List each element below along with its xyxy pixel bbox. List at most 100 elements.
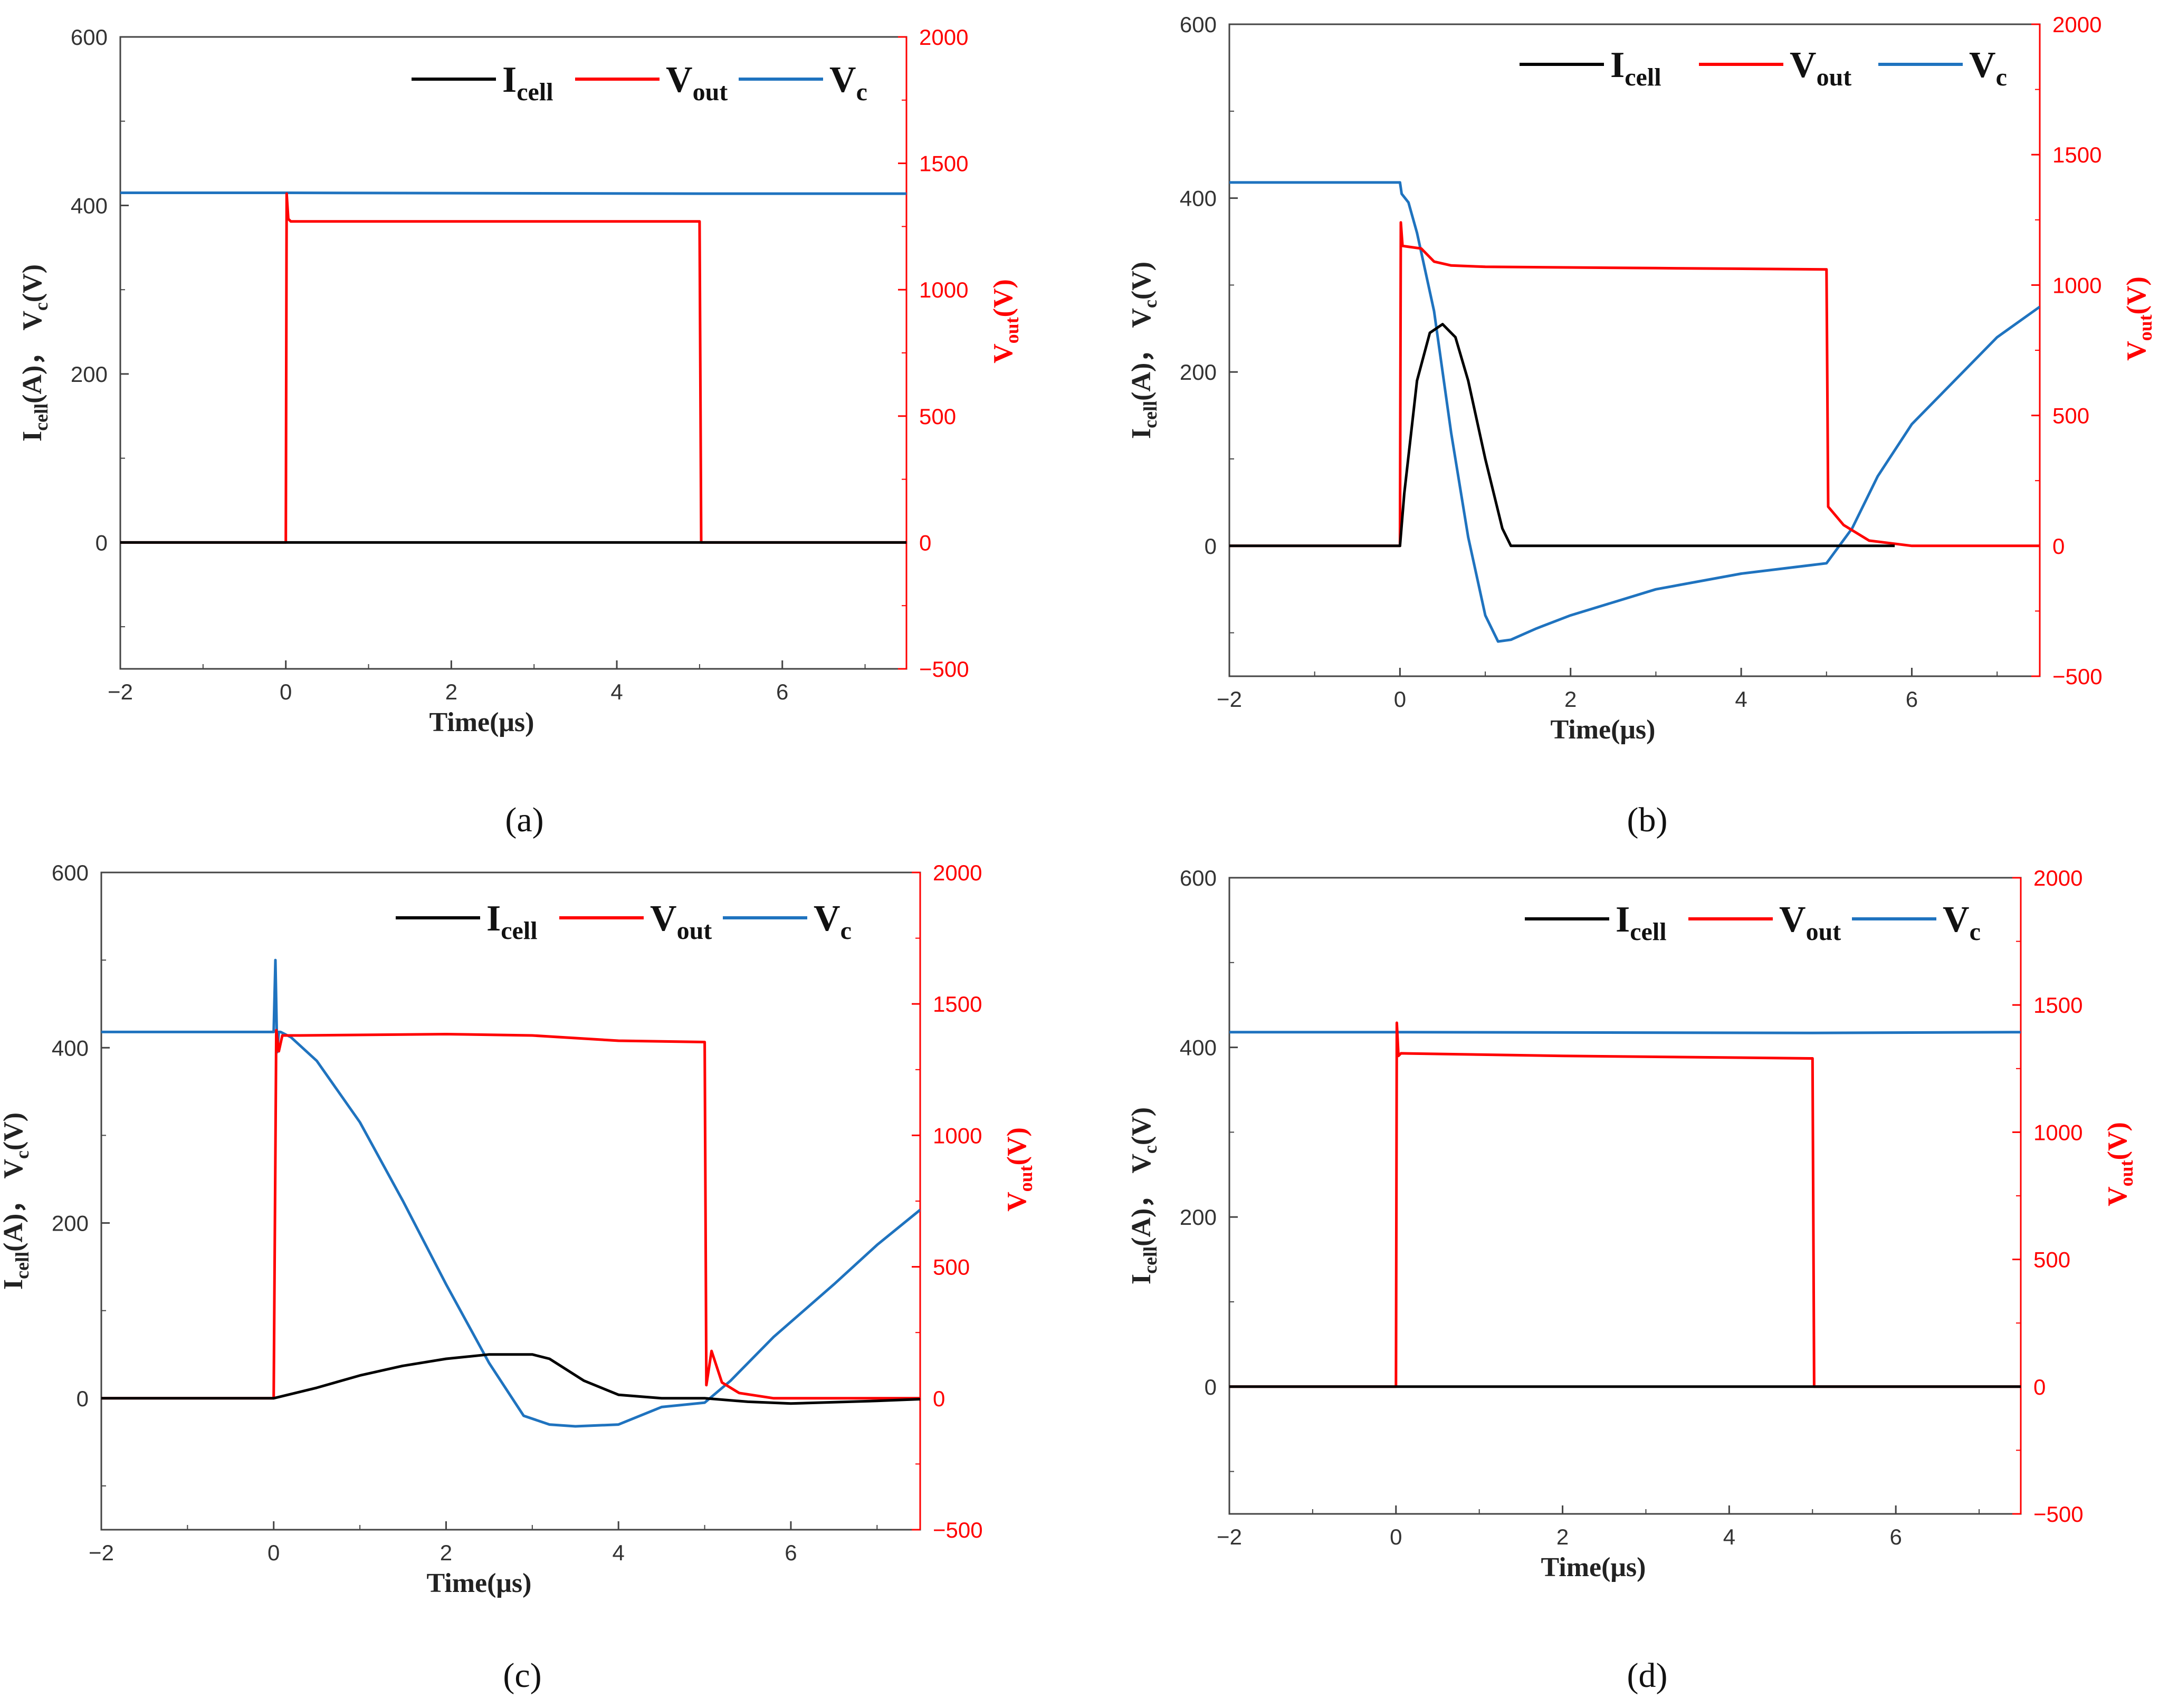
y-right-tick-label: 1500 <box>919 151 968 176</box>
x-axis-title: Time(μs) <box>429 707 534 737</box>
series-line-vout <box>1229 1021 2021 1388</box>
legend-label-vout: Vout <box>1790 45 1851 91</box>
x-tick-label: 0 <box>268 1540 280 1565</box>
y-right-tick-label: −500 <box>2033 1502 2084 1527</box>
x-tick-label: −2 <box>89 1540 114 1565</box>
y-left-tick-label: 200 <box>52 1211 89 1236</box>
y-left-axis-title: Icell(A)，Vc(V) <box>1126 1107 1161 1284</box>
legend-label-icell: Icell <box>486 898 538 945</box>
legend-label-icell: Icell <box>1616 899 1667 946</box>
y-right-tick-label: 0 <box>919 530 931 555</box>
legend: Icell Vout Vc <box>1525 899 1981 946</box>
legend-label-icell: Icell <box>502 60 553 106</box>
legend-label-vout: Vout <box>666 60 728 106</box>
x-tick-label: 4 <box>1723 1524 1735 1549</box>
y-right-tick-label: 1500 <box>2052 142 2101 167</box>
y-left-tick-label: 200 <box>1180 1205 1217 1230</box>
x-tick-label: 6 <box>785 1540 797 1565</box>
chart-panel-c: −2 0 2 4 6 0 200 400 600 −500 0 500 1000 1500 2000 Time… <box>0 860 1036 1695</box>
y-right-tick-label: 0 <box>2033 1375 2046 1399</box>
legend: Icell Vout Vc <box>1520 45 2007 91</box>
y-right-tick-label: 1000 <box>919 277 968 302</box>
x-tick-label: 2 <box>445 679 457 704</box>
y-left-tick-label: 600 <box>1180 866 1217 890</box>
series-line-vc <box>1229 1031 2021 1034</box>
x-tick-label: 2 <box>1556 1524 1569 1549</box>
legend-label-vc: Vc <box>814 898 852 945</box>
legend: Icell Vout Vc <box>396 898 852 945</box>
x-tick-label: 6 <box>1889 1524 1902 1549</box>
x-tick-label: 0 <box>1394 687 1406 712</box>
y-left-tick-label: 200 <box>1180 360 1217 385</box>
x-tick-label: 0 <box>1390 1524 1402 1549</box>
x-tick-label: 0 <box>280 679 292 704</box>
x-tick-label: −2 <box>1217 687 1242 712</box>
legend-label-vc: Vc <box>829 60 867 106</box>
x-axis-title: Time(μs) <box>1541 1552 1646 1582</box>
legend: Icell Vout Vc <box>412 60 867 106</box>
plot-frame <box>119 36 908 670</box>
y-right-tick-label: 1000 <box>933 1123 982 1148</box>
plot-frame <box>1228 23 2041 677</box>
chart-panel-b: −2 0 2 4 6 0 200 400 600 −500 0 500 1000 1500 2000 Time… <box>1126 12 2156 839</box>
x-tick-label: 6 <box>776 679 788 704</box>
y-right-tick-label: 2000 <box>2052 12 2101 37</box>
y-right-tick-label: 1000 <box>2033 1120 2083 1145</box>
y-right-tick-label: 2000 <box>933 860 982 885</box>
chart-panel-a: −2 0 2 4 6 0 200 400 600 −500 0 500 1000 1500 2000 Time… <box>17 25 1023 839</box>
x-tick-label: 6 <box>1906 687 1918 712</box>
y-left-axis-title: Icell(A)，Vc(V) <box>1126 262 1161 439</box>
chart-panel-d: −2 0 2 4 6 0 200 400 600 −500 0 500 1000 1500 2000 Time… <box>1126 866 2137 1695</box>
x-tick-label: 2 <box>1564 687 1577 712</box>
x-axis-title: Time(μs) <box>1551 715 1656 745</box>
panel-label: (c) <box>503 1656 541 1695</box>
legend-label-vc: Vc <box>1943 899 1981 946</box>
panel-label: (a) <box>505 801 543 839</box>
x-tick-label: −2 <box>1217 1524 1242 1549</box>
series-line-vc <box>1229 181 2040 643</box>
y-right-tick-label: 500 <box>2033 1248 2070 1272</box>
series-line-vout <box>1229 221 2040 548</box>
y-right-tick-label: 0 <box>2052 534 2065 559</box>
y-left-tick-label: 0 <box>1205 534 1217 559</box>
series-line-vout <box>101 1029 920 1400</box>
y-right-tick-label: −500 <box>2052 664 2103 689</box>
series-line-vc <box>101 958 920 1428</box>
y-left-tick-label: 400 <box>52 1035 89 1060</box>
y-right-tick-label: 2000 <box>2033 866 2083 890</box>
y-right-tick-label: 0 <box>933 1386 945 1411</box>
series-line-vout <box>120 192 906 544</box>
y-right-tick-label: −500 <box>933 1518 983 1542</box>
y-left-tick-label: 400 <box>71 193 108 218</box>
y-left-tick-label: 400 <box>1180 186 1217 211</box>
panel-label: (b) <box>1627 801 1668 839</box>
x-tick-label: −2 <box>108 679 133 704</box>
legend-label-vc: Vc <box>1969 45 2007 91</box>
legend-label-icell: Icell <box>1610 45 1661 91</box>
y-left-axis-title: Icell(A)，Vc(V) <box>0 1112 33 1290</box>
y-left-tick-label: 0 <box>77 1386 89 1411</box>
series-line-vc <box>120 191 906 195</box>
legend-label-vout: Vout <box>650 898 712 945</box>
y-right-tick-label: 500 <box>2052 404 2089 428</box>
y-right-tick-label: 500 <box>919 404 956 429</box>
plot-frame <box>1228 877 2022 1515</box>
y-left-tick-label: 200 <box>71 362 108 387</box>
y-right-axis-title: Vout(V) <box>988 279 1023 363</box>
y-left-tick-label: 600 <box>52 860 89 885</box>
x-tick-label: 2 <box>440 1540 452 1565</box>
x-axis-title: Time(μs) <box>427 1568 532 1598</box>
y-left-tick-label: 600 <box>71 25 108 50</box>
y-right-axis-title: Vout(V) <box>2122 276 2156 361</box>
y-right-tick-label: 500 <box>933 1255 970 1280</box>
plot-frame <box>100 871 921 1531</box>
series-line-icell <box>101 1353 920 1405</box>
y-left-tick-label: 0 <box>95 530 108 555</box>
x-tick-label: 4 <box>613 1540 625 1565</box>
series-line-icell <box>1229 323 1895 548</box>
x-tick-label: 4 <box>610 679 623 704</box>
y-right-axis-title: Vout(V) <box>2103 1122 2137 1206</box>
y-right-tick-label: 1500 <box>2033 993 2083 1018</box>
panel-label: (d) <box>1627 1656 1668 1695</box>
